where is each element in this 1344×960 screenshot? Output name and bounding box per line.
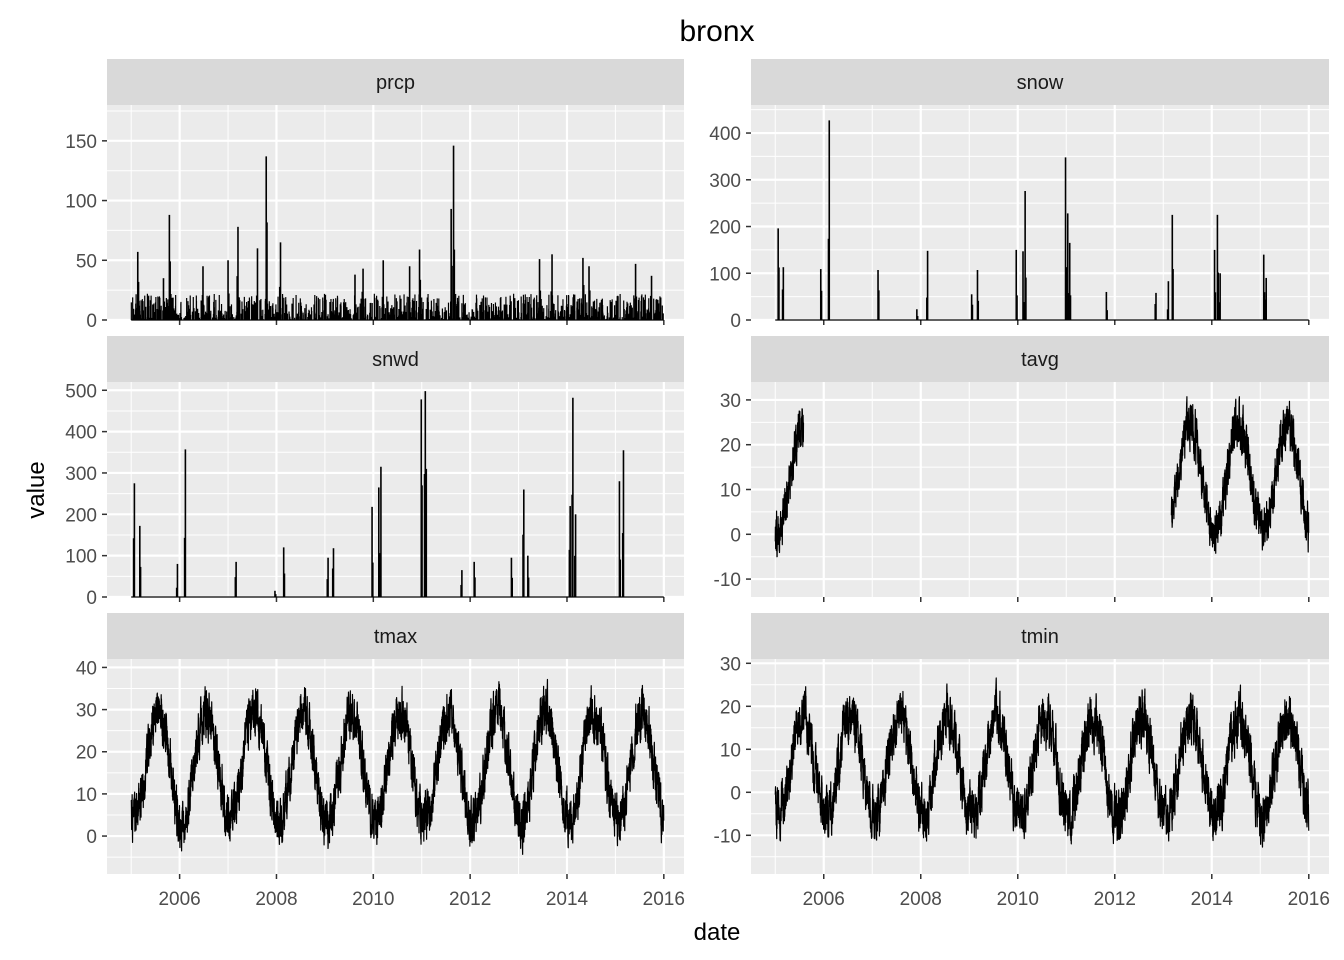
y-tick-label: 30 <box>720 391 741 412</box>
y-tick-label: 200 <box>709 218 741 239</box>
x-tick-label: 2006 <box>803 889 845 910</box>
y-tick-label: 20 <box>720 697 741 718</box>
x-tick-label: 2008 <box>255 889 297 910</box>
strip-tavg <box>751 336 1329 382</box>
y-tick-label: -10 <box>714 826 741 847</box>
y-tick-label: 150 <box>65 132 97 153</box>
y-tick-label: 500 <box>65 381 97 402</box>
series-line-tmin <box>774 677 1310 848</box>
x-tick-label: 2014 <box>546 889 589 910</box>
y-tick-label: 20 <box>76 743 97 764</box>
y-tick-label: 10 <box>76 785 97 806</box>
y-tick-label: 400 <box>65 423 97 444</box>
chart-title: bronx <box>679 15 754 48</box>
panel-background-snwd <box>107 382 684 597</box>
y-tick-label: 400 <box>709 124 741 145</box>
strip-label-prcp: prcp <box>376 72 415 94</box>
y-axis-title: value <box>23 461 50 518</box>
x-axis-title: date <box>694 919 741 946</box>
panel-background-tmin <box>751 659 1329 874</box>
y-tick-label: 10 <box>720 740 741 761</box>
strip-label-tmin: tmin <box>1021 626 1059 648</box>
strip-label-tmax: tmax <box>374 626 417 648</box>
x-tick-label: 2010 <box>997 889 1039 910</box>
panel-background-prcp <box>107 105 684 320</box>
y-tick-label: 200 <box>65 505 97 526</box>
x-tick-label: 2012 <box>449 889 491 910</box>
strip-label-tavg: tavg <box>1021 349 1059 371</box>
strip-snow <box>751 59 1329 105</box>
panel-background-snow <box>751 105 1329 320</box>
x-tick-label: 2010 <box>352 889 394 910</box>
strip-label-snwd: snwd <box>372 349 419 371</box>
x-tick-label: 2006 <box>158 889 200 910</box>
strip-snwd <box>107 336 684 382</box>
panel-tmax: tmax 0 10 20 30 40 2006 2008 2010 2012 2014 2016 <box>76 613 685 910</box>
y-tick-label: 50 <box>76 251 97 272</box>
y-tick-label: 40 <box>76 658 97 679</box>
x-tick-label: 2012 <box>1094 889 1136 910</box>
y-tick-label: 0 <box>730 525 741 546</box>
strip-tmax <box>107 613 684 659</box>
y-tick-label: 10 <box>720 481 741 502</box>
panel-prcp: prcp 0 50 100 150 <box>65 59 684 332</box>
strip-label-snow: snow <box>1017 72 1064 94</box>
y-tick-label: 100 <box>709 264 741 285</box>
x-tick-label: 2016 <box>643 889 685 910</box>
y-tick-label: 300 <box>65 464 97 485</box>
panel-snwd: snwd 0 100 200 300 400 500 <box>65 336 684 609</box>
facet-panels: prcp050100150snow0100200300400snwd010020… <box>65 59 1330 910</box>
x-tick-label: 2016 <box>1288 889 1330 910</box>
x-tick-label: 2014 <box>1191 889 1234 910</box>
y-tick-label: 100 <box>65 547 97 568</box>
y-tick-label: 0 <box>86 827 97 848</box>
y-tick-label: 30 <box>76 701 97 722</box>
y-tick-label: 0 <box>730 311 741 332</box>
y-tick-label: 0 <box>730 783 741 804</box>
y-tick-label: 100 <box>65 192 97 213</box>
panel-tmin: tmin -10 0 10 20 30 2006 2008 2010 2012 2014 2016 <box>714 613 1330 910</box>
series-line-tmax <box>130 678 665 855</box>
y-tick-label: 20 <box>720 436 741 457</box>
x-tick-label: 2008 <box>900 889 942 910</box>
y-tick-label: 0 <box>86 588 97 609</box>
y-tick-label: -10 <box>714 570 741 591</box>
panel-tavg: tavg -10 0 10 20 30 <box>714 336 1329 602</box>
y-tick-label: 0 <box>86 311 97 332</box>
y-tick-label: 30 <box>720 654 741 675</box>
y-tick-label: 300 <box>709 171 741 192</box>
strip-tmin <box>751 613 1329 659</box>
series-line-tavg <box>774 396 1310 558</box>
panel-background-tmax <box>107 659 684 874</box>
strip-prcp <box>107 59 684 105</box>
panel-snow: snow 0 100 200 300 400 <box>709 59 1329 332</box>
